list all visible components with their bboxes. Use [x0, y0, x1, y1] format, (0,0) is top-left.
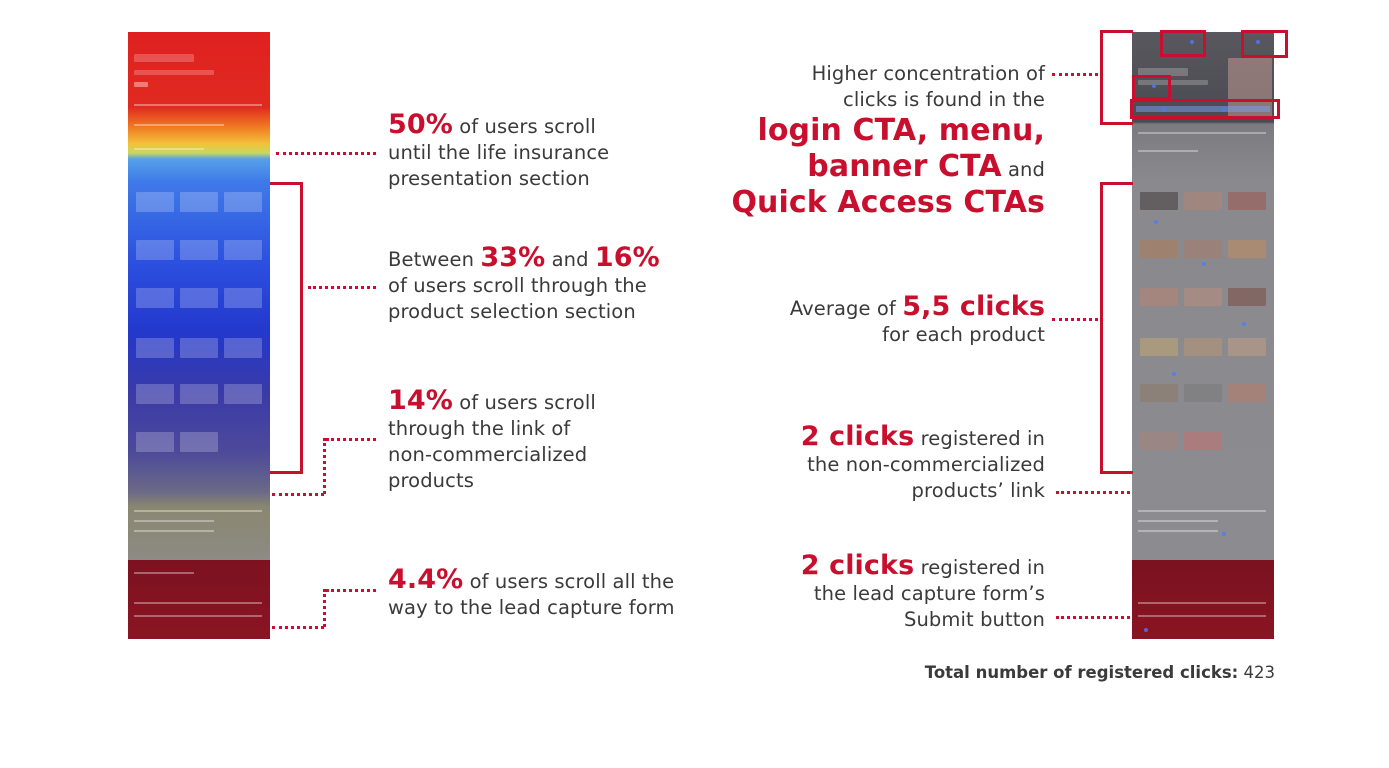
annotation-scroll-33-16: Between 33% and 16% of users scroll thro… [388, 242, 718, 325]
connector-b3 [1056, 491, 1130, 494]
b4-line3: Submit button [904, 608, 1045, 631]
b4-highlight: 2 clicks [800, 550, 915, 581]
highlight-50: 50% [388, 109, 453, 140]
b2-pre: Average of [789, 297, 896, 320]
annotation-non-commercialized-clicks: 2 clicks registered in the non-commercia… [690, 421, 1045, 504]
b4-line2: the lead capture form’s [813, 582, 1045, 605]
b3-line3: products’ link [911, 479, 1045, 502]
highlight-14: 14% [388, 385, 453, 416]
b4-rest: registered in [920, 556, 1045, 579]
banner-cta-highlight-box [1132, 75, 1171, 100]
product-section-bracket [270, 182, 303, 474]
connector-a1 [276, 152, 376, 155]
products-bracket [1100, 182, 1133, 474]
menu-highlight-box [1160, 30, 1206, 57]
connector-a4-vertical [323, 589, 326, 627]
annotation-submit-clicks: 2 clicks registered in the lead capture … [690, 550, 1045, 633]
a3-line2: through the link of [388, 417, 571, 440]
connector-a3-vertical [323, 438, 326, 494]
b1-highlight2: banner CTA [807, 149, 1002, 184]
a4-line2: way to the lead capture form [388, 596, 675, 619]
a3-line3: non-commercialized [388, 443, 588, 466]
connector-b2 [1052, 318, 1098, 321]
annotation-scroll-50: 50% of users scroll until the life insur… [388, 109, 718, 192]
b3-rest: registered in [920, 427, 1045, 450]
total-value: 423 [1243, 663, 1276, 682]
login-highlight-box [1241, 30, 1288, 58]
a1-line2: until the life insurance [388, 141, 610, 164]
annotation-top-ctas: Higher concentration of clicks is found … [690, 61, 1045, 221]
total-clicks: Total number of registered clicks: 423 [900, 663, 1275, 682]
a1-line1: of users scroll [459, 115, 596, 138]
b3-highlight: 2 clicks [800, 421, 915, 452]
a1-line3: presentation section [388, 167, 590, 190]
connector-a2 [308, 286, 376, 289]
b2-highlight: 5,5 clicks [902, 291, 1045, 322]
b1-highlight3: Quick Access CTAs [731, 185, 1045, 220]
b1-line1: Higher concentration of [811, 62, 1045, 85]
top-ctas-bracket [1100, 30, 1133, 125]
a2-pre: Between [388, 248, 475, 271]
click-heatmap-image [1132, 32, 1274, 639]
a2-line1: of users scroll through the [388, 274, 647, 297]
annotation-scroll-14: 14% of users scroll through the link of … [388, 385, 718, 494]
a4-line1: of users scroll all the [469, 570, 675, 593]
b2-line2: for each product [882, 323, 1045, 346]
connector-b4 [1056, 616, 1130, 619]
annotation-product-clicks: Average of 5,5 clicks for each product [690, 291, 1045, 348]
connector-a3-top [326, 438, 376, 441]
connector-a4-top [326, 589, 376, 592]
a2-mid: and [551, 248, 589, 271]
quick-access-highlight-box [1130, 99, 1280, 119]
highlight-4-4: 4.4% [388, 564, 464, 595]
b1-and: and [1008, 158, 1045, 181]
connector-b1 [1052, 73, 1098, 76]
total-label: Total number of registered clicks: [924, 663, 1239, 682]
a3-line1: of users scroll [459, 391, 596, 414]
scroll-heatmap-image [128, 32, 270, 639]
b1-highlight1: login CTA, menu, [757, 113, 1045, 148]
highlight-16: 16% [594, 242, 660, 273]
connector-a3-bottom [272, 493, 324, 496]
a2-line2: product selection section [388, 300, 636, 323]
b1-line2: clicks is found in the [843, 88, 1045, 111]
annotation-scroll-4-4: 4.4% of users scroll all the way to the … [388, 564, 728, 621]
highlight-33: 33% [480, 242, 546, 273]
a3-line4: products [388, 469, 474, 492]
b3-line2: the non-commercialized [807, 453, 1045, 476]
connector-a4-bottom [272, 626, 324, 629]
